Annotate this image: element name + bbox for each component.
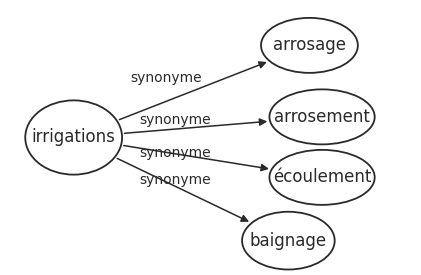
Text: écoulement: écoulement	[273, 168, 371, 186]
Text: arrosage: arrosage	[273, 36, 346, 54]
Text: synonyme: synonyme	[139, 146, 210, 159]
Ellipse shape	[242, 212, 335, 270]
Text: synonyme: synonyme	[139, 113, 210, 127]
Text: synonyme: synonyme	[139, 173, 210, 187]
Text: arrosement: arrosement	[274, 108, 370, 126]
Ellipse shape	[269, 150, 375, 205]
Ellipse shape	[261, 18, 358, 73]
Text: synonyme: synonyme	[131, 72, 202, 85]
Ellipse shape	[25, 100, 122, 175]
Text: baignage: baignage	[250, 232, 327, 250]
Text: irrigations: irrigations	[32, 128, 116, 147]
Ellipse shape	[269, 89, 375, 144]
